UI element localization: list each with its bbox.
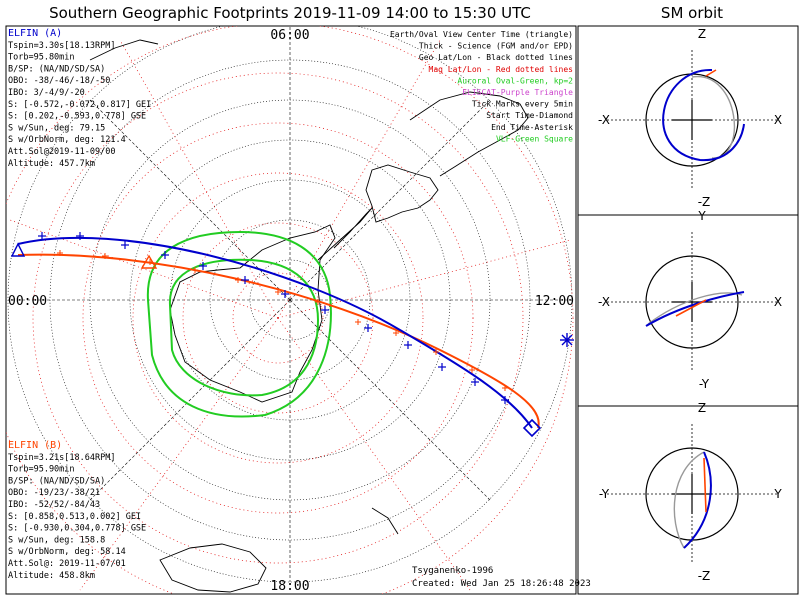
elfin-b-center-triangle [140, 254, 158, 269]
orbit-axis-label-top: Z [698, 27, 706, 41]
orbit-path-unused [647, 292, 743, 325]
new-zealand-coast [371, 507, 399, 535]
hour-label-bottom: 18:00 [270, 579, 309, 594]
south-america-north [409, 91, 529, 177]
orbit-panel-2: Y -Y -X X [598, 209, 782, 391]
elfin-b-orbit [705, 69, 717, 77]
end-asterisk [561, 334, 573, 346]
legend-entry: Auroral Oval-Green, kp=2 [457, 76, 573, 85]
legend-entry: Mag Lat/Lon - Red dotted lines [429, 65, 574, 74]
elfin-a-info-line: S w/Sun, deg: 79.15 [8, 123, 105, 133]
legend-entry: ELISCAT-Purple Triangle [462, 88, 573, 97]
geo-grid [7, 26, 573, 583]
orbit-axis-label-right: X [774, 113, 782, 127]
elfin-b-orbit [675, 299, 707, 317]
orbit-axis-label-bottom: -Z [698, 195, 711, 209]
elfin-b-info-line: S: [-0.930,0.304,0.778] GSE [8, 524, 146, 534]
antarctica-coast [169, 224, 336, 403]
legend-entry: Geo Lat/Lon - Black dotted lines [419, 53, 573, 62]
elfin-a-info-line: B/SP: (NA/ND/SD/SA) [8, 64, 105, 74]
orbit-axis-label-bottom: -Z [698, 569, 711, 583]
elfin-a-info-line: OBO: -38/-46/-18/-50 [8, 76, 110, 86]
orbit-axis-label-right: X [774, 295, 782, 309]
elfin-b-info-line: IBO: -52/52/-84/43 [8, 500, 100, 510]
elfin-b-info-line: S w/Sun, deg: 158.8 [8, 535, 105, 545]
elfin-a-info-line: Att.Sol@2019-11-09/00 [8, 147, 115, 157]
orbit-title: SM orbit [661, 4, 723, 22]
orbit-path-unused [673, 451, 705, 549]
elfin-a-start-triangle [10, 242, 26, 257]
legend: Earth/Oval View Center Time (triangle) Th… [390, 30, 573, 143]
elfin-a-info-line: Tspin=3.30s[18.13RPM] [8, 41, 115, 51]
coastlines [89, 39, 529, 593]
created-label: Created: Wed Jan 25 18:26:48 2023 [412, 579, 591, 589]
elfin-a-info-line: ELFIN (A) [8, 28, 62, 39]
legend-entry: Earth/Oval View Center Time (triangle) [390, 30, 573, 39]
elfin-b-orbit [703, 457, 707, 513]
hour-label-top: 06:00 [270, 28, 309, 43]
orbit-panels-border [577, 25, 799, 595]
south-america-coast [365, 164, 439, 223]
hour-label-right: 12:00 [535, 294, 574, 309]
legend-entry: VLF-Green Square [496, 134, 573, 143]
main-title: Southern Geographic Footprints 2019-11-0… [49, 4, 531, 22]
footprint-tracks [10, 232, 574, 438]
orbit-axis-label-bottom: -Y [699, 377, 710, 391]
elfin-b-info: ELFIN (B) Tspin=3.21s[18.64RPM] Torb=95.90… [8, 440, 146, 581]
elfin-b-info-line: ELFIN (B) [8, 440, 62, 451]
elfin-a-info-line: Torb=95.80min [8, 53, 75, 63]
mag-grid [6, 26, 574, 594]
elfin-b-info-line: Tspin=3.21s[18.64RPM] [8, 453, 115, 463]
elfin-a-footprint-track [17, 236, 533, 429]
orbit-panels: Z -Z -X X Y -Y -X X Z -Z -Y Y [598, 27, 782, 583]
elfin-a-end-diamond [522, 418, 542, 438]
elfin-b-info-line: S: [0.858,0.513,0.002] GEI [8, 512, 141, 522]
legend-entry: Tick Marks every 5min [472, 100, 573, 109]
auroral-oval-inner [168, 258, 320, 397]
elfin-a-orbit [645, 291, 745, 327]
orbit-panel-3: Z -Z -Y Y [599, 401, 782, 583]
antarctic-peninsula [317, 207, 373, 261]
orbit-axis-label-left: -Y [599, 487, 610, 501]
orbit-path-unused [691, 76, 736, 159]
polar-map [6, 26, 574, 594]
legend-entry: Thick - Science (FGM and/or EPD) [419, 42, 573, 51]
elfin-b-footprint-track [17, 253, 540, 429]
orbit-panel-1: Z -Z -X X [598, 27, 782, 209]
elfin-b-info-line: Torb=95.90min [8, 465, 75, 475]
orbit-axis-label-top: Y [697, 209, 706, 223]
orbit-axis-label-left: -X [598, 295, 610, 309]
elfin-a-info-line: IBO: 3/-4/9/-20 [8, 88, 85, 98]
elfin-b-info-line: Att.Sol@: 2019-11-07/01 [8, 559, 126, 569]
elfin-a-info-line: Altitude: 457.7km [8, 159, 95, 169]
elfin-a-info-line: S w/OrbNorm, deg: 121.4 [8, 135, 126, 145]
elfin-a-orbit [662, 68, 745, 162]
orbit-axis-label-left: -X [598, 113, 610, 127]
elfin-a-info: ELFIN (A) Tspin=3.30s[18.13RPM] Torb=95.80… [8, 28, 151, 169]
elfin-a-info-line: S: [-0.572,-0.072,0.817] GEI [8, 100, 151, 110]
orbit-axis-label-top: Z [698, 401, 706, 415]
africa-coast [89, 39, 159, 61]
map-panel-border [5, 25, 577, 595]
model-label: Tsyganenko-1996 [412, 566, 493, 576]
elfin-a-info-line: S: [0.202,-0.593,0.778] GSE [8, 112, 146, 122]
elfin-b-info-line: Altitude: 458.8km [8, 571, 95, 581]
elfin-a-orbit [683, 451, 712, 549]
auroral-ovals [146, 230, 332, 418]
orbit-axis-label-right: Y [773, 487, 782, 501]
hour-label-left: 00:00 [8, 294, 47, 309]
legend-entry: Start Time-Diamond [486, 111, 573, 120]
legend-entry: End Time-Asterisk [491, 123, 573, 132]
elfin-b-info-line: S w/OrbNorm, deg: 58.14 [8, 547, 126, 557]
elfin-b-info-line: B/SP: (NA/ND/SD/SA) [8, 476, 105, 486]
elfin-b-info-line: OBO: -19/23/-38/21 [8, 488, 100, 498]
australia-coast [159, 543, 267, 593]
